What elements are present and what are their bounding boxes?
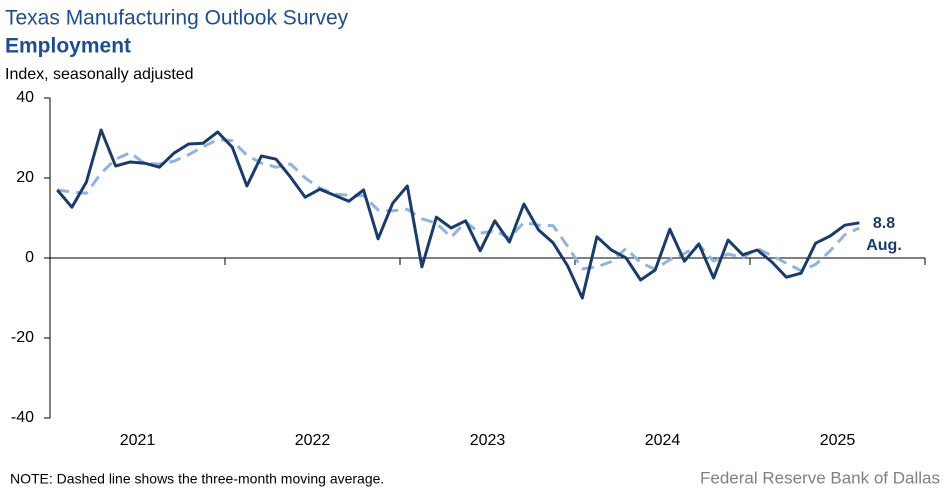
- y-tick-label: 0: [25, 249, 34, 266]
- x-tick-label: 2021: [120, 432, 156, 449]
- x-tick-label: 2025: [820, 432, 856, 449]
- x-tick-label: 2022: [295, 432, 331, 449]
- x-tick-label: 2024: [645, 432, 681, 449]
- value-label: 8.8: [873, 215, 895, 232]
- y-tick-label: 40: [16, 89, 34, 106]
- chart-subtitle: Employment: [5, 35, 131, 58]
- y-tick-label: -40: [11, 409, 34, 426]
- y-tick-label: -20: [11, 329, 34, 346]
- moving-average-line: [57, 138, 861, 273]
- source: Federal Reserve Bank of Dallas: [700, 468, 940, 487]
- chart-title: Texas Manufacturing Outlook Survey: [5, 7, 349, 30]
- y-axis-label: Index, seasonally adjusted: [5, 66, 194, 83]
- x-tick-label: 2023: [470, 432, 506, 449]
- note: NOTE: Dashed line shows the three-month …: [10, 471, 384, 487]
- y-tick-label: 20: [16, 169, 34, 186]
- data-line: [56, 128, 860, 300]
- annotation: Aug.: [866, 237, 902, 254]
